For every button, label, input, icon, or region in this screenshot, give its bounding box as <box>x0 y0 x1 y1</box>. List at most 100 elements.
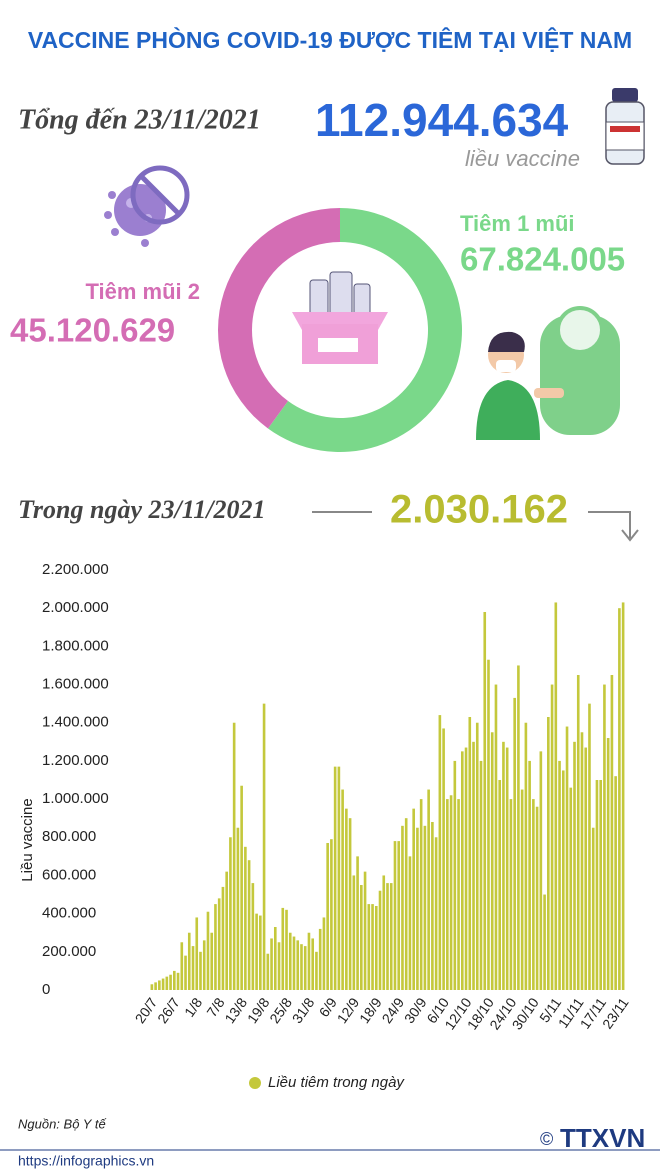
donut-segment <box>267 208 463 452</box>
bar <box>266 953 270 990</box>
bar <box>576 675 580 990</box>
bar <box>610 675 614 990</box>
bar <box>472 741 475 990</box>
bar <box>247 860 251 990</box>
bar <box>251 883 255 990</box>
bar <box>270 938 273 990</box>
bar <box>423 825 427 990</box>
y-tick-label: 800.000 <box>42 828 96 845</box>
bar <box>603 684 606 990</box>
bar <box>300 944 303 990</box>
bar <box>498 780 502 990</box>
bar <box>618 608 621 990</box>
bar <box>490 732 494 990</box>
bar <box>483 612 487 990</box>
copyright: © <box>540 1129 553 1149</box>
segment-value: 45.120.629 <box>10 312 175 349</box>
source: Nguồn: Bộ Y tế <box>18 1116 106 1131</box>
bar <box>416 827 419 990</box>
bar <box>502 741 505 990</box>
bar <box>348 818 352 990</box>
logo: TTXVN <box>560 1123 645 1153</box>
bar <box>202 940 206 990</box>
bar <box>584 747 588 990</box>
bar <box>595 780 599 990</box>
bar <box>326 843 329 990</box>
bar <box>214 904 217 990</box>
bar <box>412 808 415 990</box>
day-value: 2.030.162 <box>390 488 568 532</box>
bar <box>419 799 423 990</box>
y-tick-label: 1.600.000 <box>42 676 109 693</box>
bar <box>427 789 430 990</box>
bar <box>292 936 296 990</box>
bar <box>259 915 262 990</box>
legend-swatch <box>249 1077 261 1089</box>
bar <box>371 904 374 990</box>
bar <box>561 770 565 990</box>
bar <box>307 932 311 990</box>
bar <box>509 799 513 990</box>
donut-segment <box>218 208 340 429</box>
vial-icon <box>605 88 645 165</box>
bar <box>363 871 367 990</box>
bar <box>539 751 543 990</box>
bar <box>262 703 266 990</box>
bar <box>341 789 344 990</box>
total-value: 112.944.634 <box>315 94 569 146</box>
bar <box>296 940 300 990</box>
bar <box>356 856 359 990</box>
virus-icon <box>104 165 190 247</box>
bar <box>176 972 180 990</box>
bar <box>199 951 202 990</box>
y-tick-label: 1.000.000 <box>42 790 109 807</box>
bar <box>446 799 449 990</box>
bar <box>277 942 281 990</box>
bar <box>401 825 404 990</box>
bar <box>367 904 371 990</box>
bar <box>528 760 531 990</box>
bar <box>449 795 453 990</box>
bar <box>303 946 307 990</box>
bar <box>255 913 258 990</box>
bar <box>438 715 442 990</box>
bar <box>532 799 535 990</box>
bar <box>573 741 576 990</box>
bar <box>273 927 277 990</box>
bar <box>479 760 483 990</box>
bar <box>173 970 176 990</box>
bar <box>210 932 214 990</box>
bar <box>431 822 434 990</box>
bar <box>244 846 247 990</box>
bar <box>393 841 397 990</box>
bar <box>554 602 558 990</box>
total-unit: liều vaccine <box>465 146 580 171</box>
bar <box>318 928 322 990</box>
bar <box>524 722 528 990</box>
bar <box>232 722 236 990</box>
bar <box>513 697 516 990</box>
bar <box>229 837 232 990</box>
segment-label: Tiêm 1 mũi <box>460 211 575 236</box>
bar <box>464 747 468 990</box>
bar <box>322 917 326 990</box>
bar <box>547 717 550 990</box>
bar <box>442 728 445 990</box>
y-tick-label: 400.000 <box>42 905 96 922</box>
segment-label: Tiêm mũi 2 <box>85 279 200 304</box>
bar <box>457 799 460 990</box>
bar <box>558 760 561 990</box>
url: https://infographics.vn <box>18 1153 154 1169</box>
bar <box>191 946 195 990</box>
y-tick-label: 600.000 <box>42 866 96 883</box>
bar <box>158 980 161 990</box>
y-tick-label: 1.200.000 <box>42 752 109 769</box>
bar <box>378 890 382 990</box>
bar <box>591 827 595 990</box>
vaccination-illustration <box>476 306 620 440</box>
bar <box>550 684 554 990</box>
vaccine-box <box>292 271 388 364</box>
bar <box>408 856 412 990</box>
bar <box>285 909 288 990</box>
bar <box>195 917 199 990</box>
